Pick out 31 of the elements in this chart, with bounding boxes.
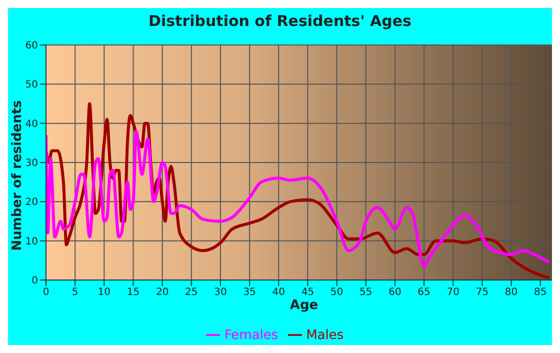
- x-tick-label: 65: [418, 287, 430, 298]
- legend-label: Females: [224, 328, 278, 343]
- legend-label: Males: [306, 328, 344, 343]
- y-tick-label: 30: [25, 158, 38, 170]
- x-tick-label: 25: [185, 287, 198, 298]
- x-tick-label: 80: [504, 287, 518, 298]
- x-tick-label: 5: [72, 287, 78, 298]
- y-tick-label: 40: [25, 118, 38, 130]
- x-tick-label: 15: [126, 287, 140, 298]
- y-tick-label: 0: [32, 276, 38, 287]
- x-tick-label: 35: [243, 287, 256, 298]
- x-tick-label: 45: [301, 287, 314, 298]
- x-tick-label: 10: [98, 287, 111, 298]
- x-tick-label: 70: [446, 287, 460, 298]
- y-tick-label: 50: [25, 80, 38, 91]
- x-tick-label: 20: [156, 287, 169, 298]
- x-tick-label: 40: [272, 287, 286, 298]
- x-tick-label: 55: [360, 287, 372, 298]
- x-axis-title: Age: [288, 298, 320, 313]
- x-tick-label: 0: [42, 287, 50, 298]
- x-tick-label: 50: [330, 287, 344, 298]
- y-tick-label: 10: [25, 236, 38, 248]
- chart-title: Distribution of Residents' Ages: [148, 12, 412, 30]
- line-series: [46, 130, 551, 268]
- x-tick-label: 85: [534, 287, 547, 298]
- y-tick-label: 20: [25, 197, 38, 208]
- x-tick-label: 60: [388, 287, 402, 298]
- x-tick-label: 75: [476, 287, 489, 298]
- y-tick-label: 60: [25, 40, 38, 52]
- y-axis-title: Number of residents: [10, 100, 25, 251]
- x-tick-label: 30: [214, 287, 227, 298]
